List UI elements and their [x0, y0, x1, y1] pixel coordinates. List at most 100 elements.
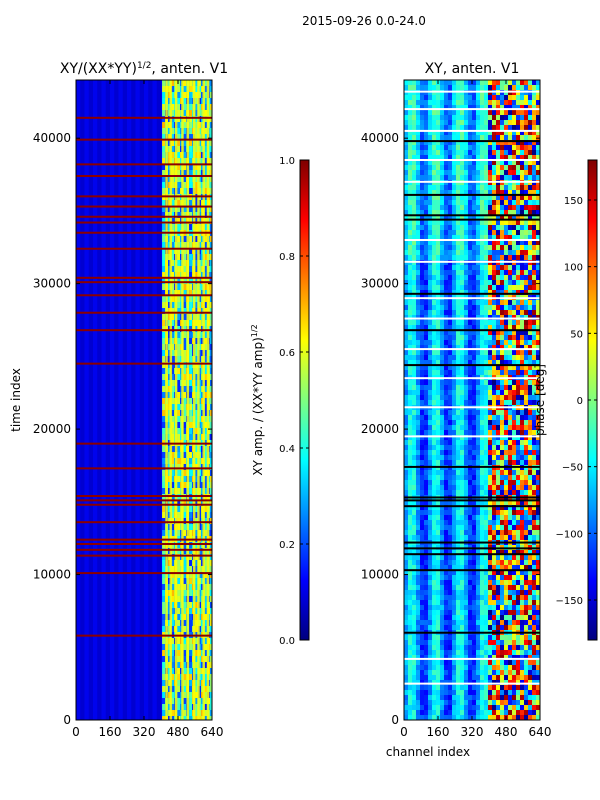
phase-cell [416, 140, 420, 145]
phase-cell [404, 515, 408, 520]
amplitude-cell [177, 386, 181, 392]
amplitude-cell [189, 368, 193, 374]
amplitude-cell [189, 638, 193, 644]
phase-cell [452, 125, 456, 130]
phase-cell [456, 425, 460, 430]
phase-cell [488, 145, 492, 150]
phase-cell [480, 435, 484, 440]
phase-cell [472, 395, 476, 400]
phase-cell [468, 150, 472, 155]
amplitude-cell [189, 98, 193, 104]
phase-cell [488, 350, 492, 355]
amplitude-cell [204, 548, 208, 554]
phase-cell [428, 480, 432, 485]
phase-cell [484, 120, 488, 125]
phase-cell [488, 215, 492, 220]
amplitude-cell [210, 338, 212, 344]
phase-cell [408, 270, 412, 275]
phase-cell [508, 230, 512, 235]
amplitude-cell [177, 212, 181, 218]
phase-cell [500, 115, 504, 120]
phase-cell [452, 360, 456, 365]
phase-cell [488, 360, 492, 365]
phase-cell [492, 300, 496, 305]
phase-cell [480, 300, 484, 305]
phase-cell [408, 420, 412, 425]
phase-cell [488, 470, 492, 475]
amplitude-cell [195, 254, 199, 260]
phase-cell [476, 120, 480, 125]
phase-cell [500, 440, 504, 445]
phase-cell [424, 490, 428, 495]
phase-cell [460, 305, 464, 310]
phase-cell [528, 110, 532, 115]
phase-cell [476, 80, 480, 85]
phase-cell [404, 160, 408, 165]
phase-cell [464, 430, 468, 435]
amplitude-cell [177, 134, 181, 140]
phase-cell [492, 325, 496, 330]
phase-cell [416, 190, 420, 195]
phase-cell [412, 450, 416, 455]
phase-cell [424, 245, 428, 250]
phase-cell [536, 145, 540, 150]
phase-cell [432, 175, 436, 180]
phase-cell [508, 240, 512, 245]
phase-cell [472, 345, 476, 350]
phase-cell [452, 515, 456, 520]
phase-cell [436, 450, 440, 455]
amplitude-cell [171, 650, 175, 656]
amplitude-cell [204, 458, 208, 464]
phase-cell [432, 120, 436, 125]
amplitude-cell [183, 200, 187, 206]
phase-cell [416, 255, 420, 260]
phase-cell [532, 215, 536, 220]
phase-cell [428, 395, 432, 400]
phase-cell [500, 410, 504, 415]
phase-cell [444, 500, 448, 505]
phase-cell [464, 515, 468, 520]
phase-cell [404, 130, 408, 135]
phase-cell [504, 310, 508, 315]
phase-cell [496, 175, 500, 180]
phase-cell [532, 305, 536, 310]
phase-cell [532, 335, 536, 340]
amplitude-cell [189, 272, 193, 278]
phase-cell [424, 170, 428, 175]
amplitude-cell [177, 362, 181, 368]
phase-cell [412, 400, 416, 405]
amplitude-cell [171, 206, 175, 212]
phase-cell [488, 85, 492, 90]
phase-cell [492, 410, 496, 415]
amplitude-cell [162, 290, 166, 296]
amplitude-cell [183, 446, 187, 452]
phase-cell [520, 95, 524, 100]
amplitude-cell [189, 464, 193, 470]
phase-cell [464, 165, 468, 170]
amplitude-cell [162, 386, 166, 392]
phase-cell [408, 395, 412, 400]
phase-cell [524, 210, 528, 215]
amplitude-cell [171, 566, 175, 572]
phase-cell [456, 420, 460, 425]
phase-cell [520, 115, 524, 120]
phase-cell [496, 425, 500, 430]
phase-cell [528, 425, 532, 430]
phase-cell [484, 245, 488, 250]
phase-cell [516, 250, 520, 255]
phase-cell [456, 520, 460, 525]
phase-cell [424, 190, 428, 195]
amplitude-cell [162, 380, 166, 386]
phase-cell [448, 470, 452, 475]
phase-cell [472, 480, 476, 485]
phase-cell [500, 130, 504, 135]
phase-cell [492, 340, 496, 345]
phase-cell [420, 110, 424, 115]
phase-cell [468, 300, 472, 305]
phase-cell [456, 140, 460, 145]
phase-cell [536, 270, 540, 275]
phase-cell [444, 390, 448, 395]
phase-cell [416, 105, 420, 110]
phase-cell [436, 325, 440, 330]
phase-cell [448, 505, 452, 510]
